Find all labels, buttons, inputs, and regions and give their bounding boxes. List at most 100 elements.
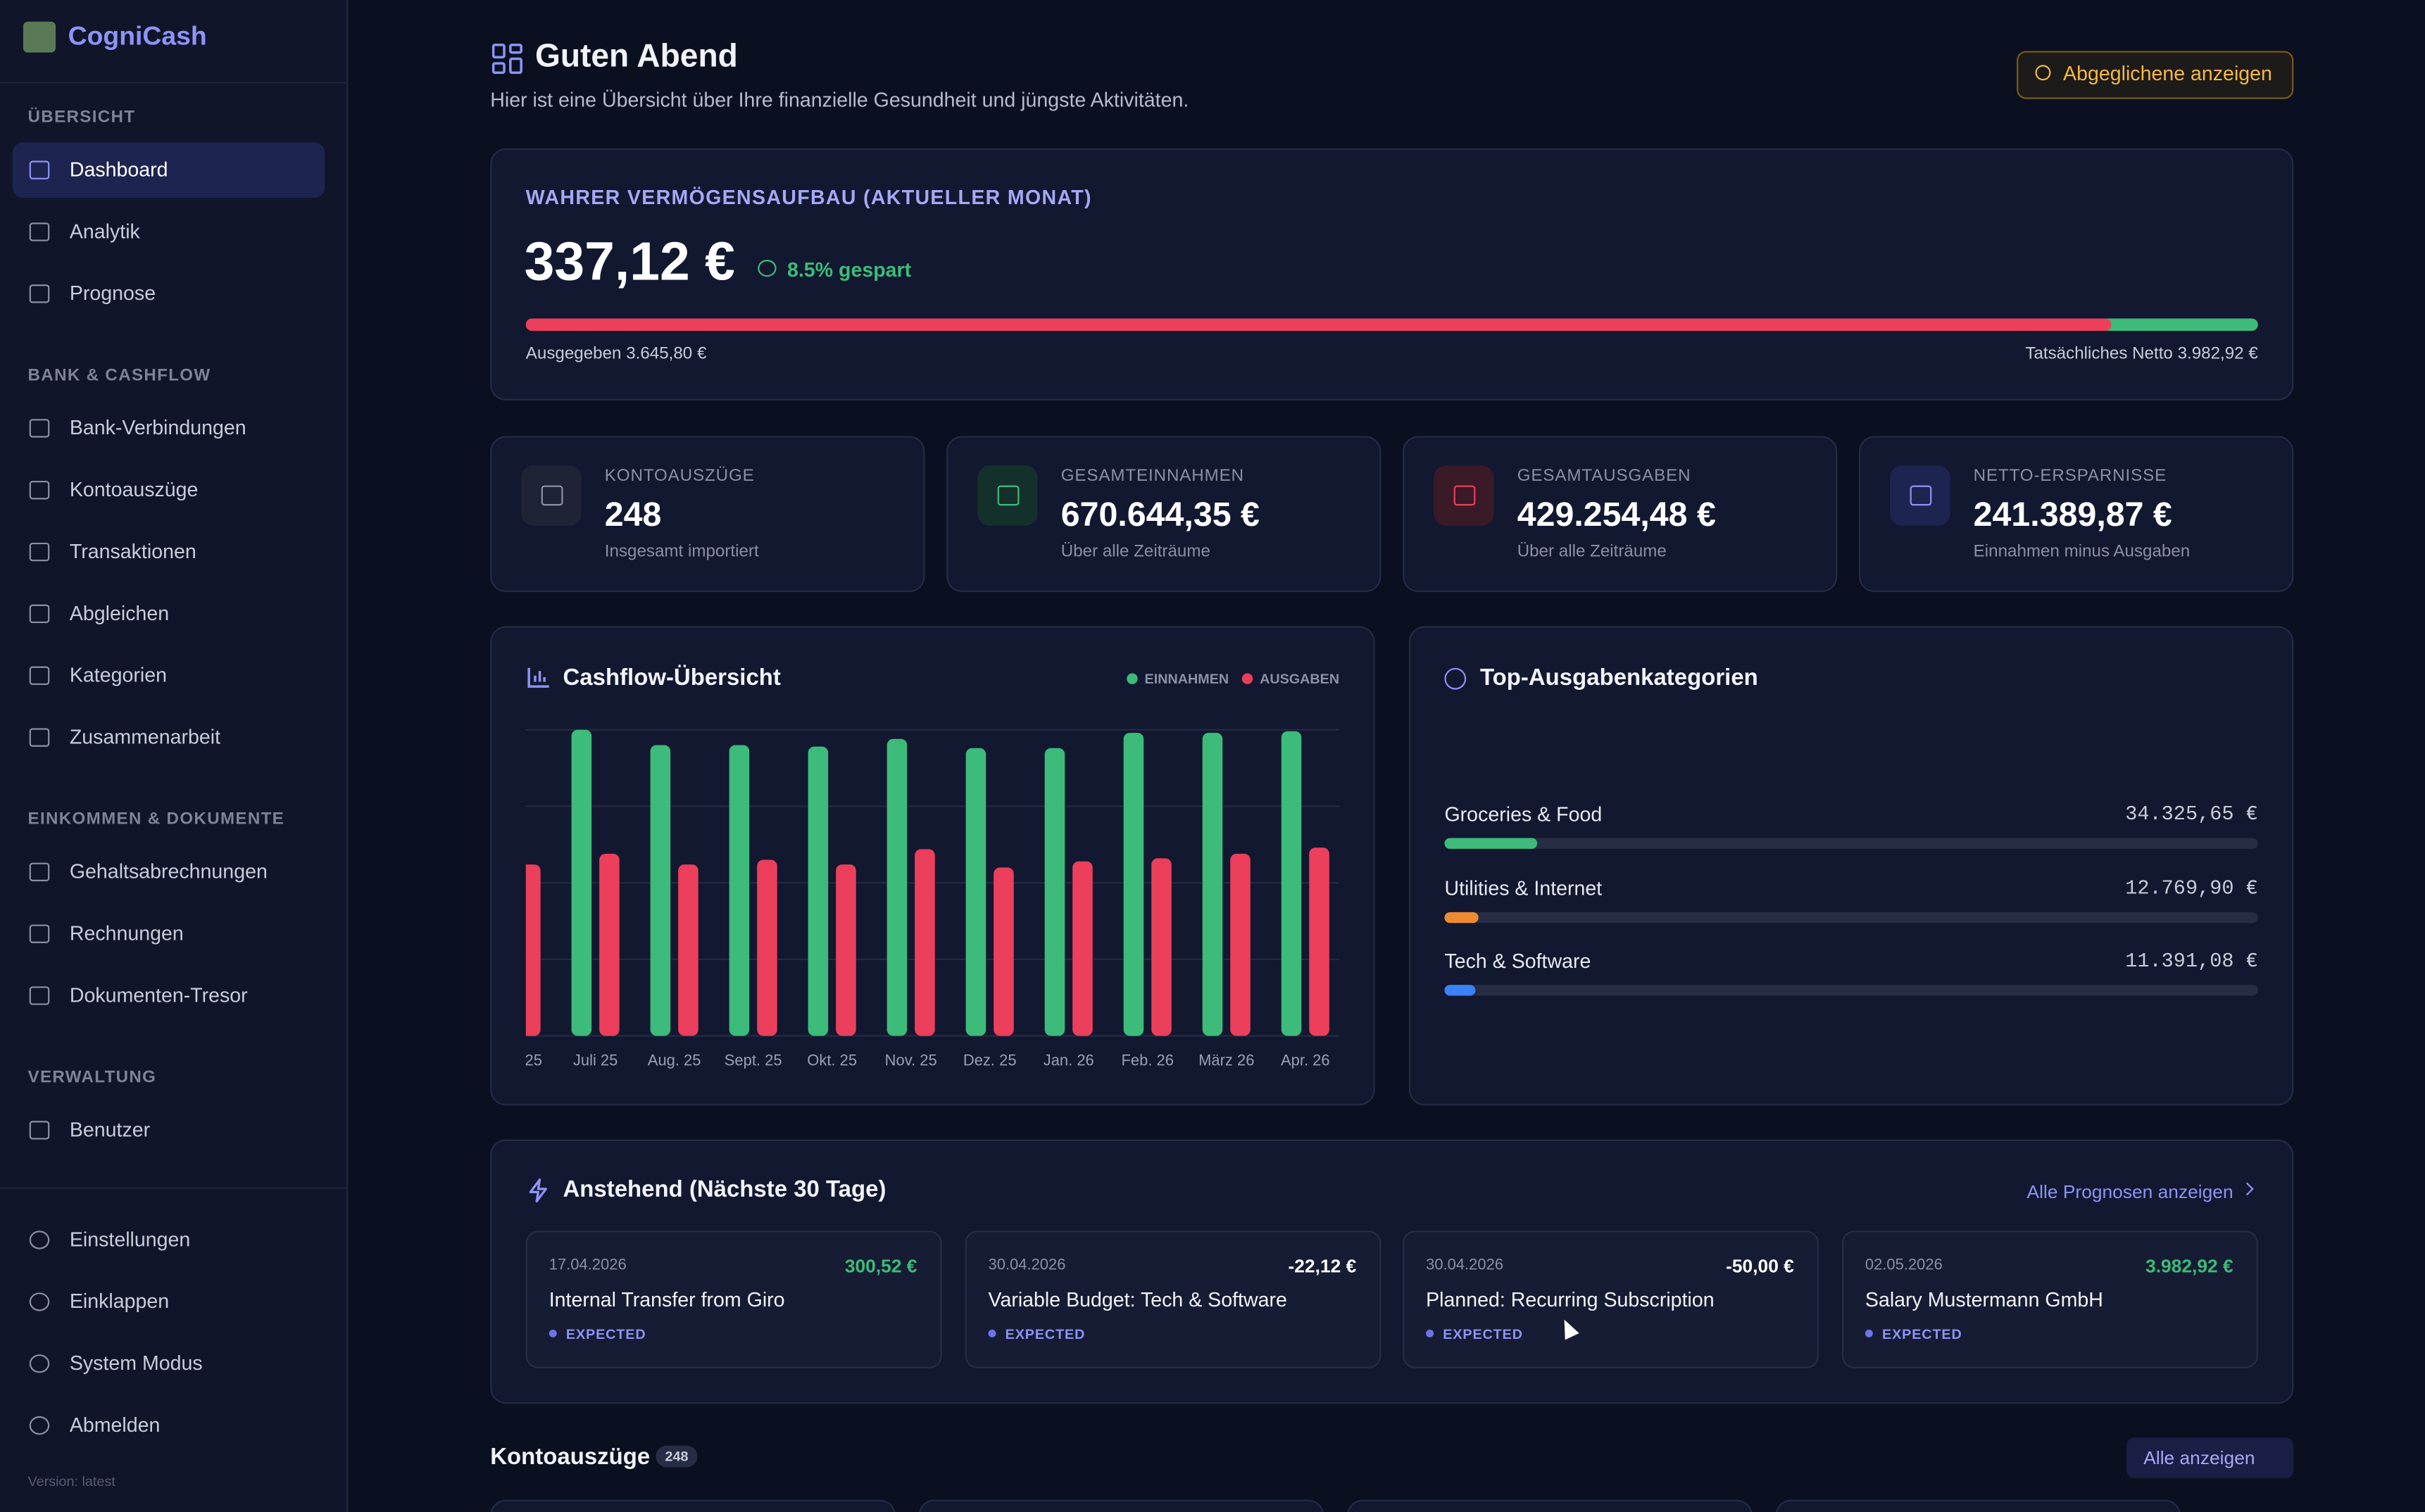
header-icon — [491, 43, 522, 74]
bar — [1151, 858, 1172, 1036]
wealth-title: WAHRER VERMÖGENSAUFBAU (AKTUELLER MONAT) — [525, 185, 1092, 209]
category-amount: 12.769,90 € — [2125, 876, 2258, 900]
nav-item[interactable]: Analytik — [69, 219, 140, 243]
nav-item[interactable]: Einklappen — [69, 1289, 170, 1313]
nav-icon — [29, 1121, 50, 1140]
sidebar-divider — [0, 82, 349, 84]
nav-icon — [29, 666, 50, 686]
upcoming-title: Anstehend (Nächste 30 Tage) — [563, 1176, 886, 1203]
stat-icon — [521, 465, 582, 526]
bar — [1202, 733, 1223, 1036]
nav-icon — [29, 542, 50, 562]
statement-card[interactable] — [490, 1499, 896, 1512]
stat-sub: Über alle Zeiträume — [1060, 542, 1210, 562]
x-tick-label: Juli 25 — [573, 1051, 618, 1069]
stat-sub: Über alle Zeiträume — [1517, 542, 1667, 562]
nav-item[interactable]: Rechnungen — [69, 921, 184, 945]
nav-item[interactable]: Kontoauszüge — [69, 477, 199, 501]
x-tick-label: März 26 — [1198, 1051, 1254, 1069]
statement-card[interactable] — [1775, 1499, 2181, 1512]
nav-item[interactable]: Gehaltsabrechnungen — [69, 859, 268, 883]
category-amount: 34.325,65 € — [2125, 802, 2258, 826]
bars — [525, 729, 1329, 1036]
x-tick-label: Aug. 25 — [648, 1051, 701, 1069]
cashflow-title: Cashflow-Übersicht — [563, 664, 781, 691]
nav-icon — [29, 604, 50, 624]
nav-item[interactable]: Abgleichen — [69, 601, 170, 625]
bar — [1072, 861, 1093, 1036]
upcoming-link[interactable]: Alle Prognosen anzeigen — [2026, 1181, 2233, 1203]
statements-link[interactable] — [2126, 1437, 2294, 1478]
bar — [599, 853, 620, 1036]
status-dot — [1426, 1329, 1434, 1337]
nav-section-title: EINKOMMEN & DOKUMENTE — [27, 809, 285, 829]
nav-item[interactable]: Benutzer — [69, 1118, 151, 1141]
bar — [965, 748, 986, 1036]
nav-item[interactable]: System Modus — [69, 1351, 203, 1375]
stat-label: NETTO-ERSPARNISSE — [1973, 467, 2167, 486]
upcoming-title: Salary Mustermann GmbH — [1865, 1287, 2103, 1311]
x-tick-label: Nov. 25 — [885, 1051, 937, 1069]
nav-icon — [29, 986, 50, 1005]
spent-label: Ausgegeben 3.645,80 € — [525, 344, 707, 364]
upcoming-title: Internal Transfer from Giro — [549, 1287, 785, 1311]
nav-section-title: VERWALTUNG — [27, 1068, 157, 1088]
bar — [1044, 748, 1065, 1036]
upcoming-item[interactable] — [965, 1230, 1381, 1368]
reconciled-button-label[interactable]: Abgeglichene anzeigen — [2063, 61, 2272, 85]
x-tick-label: 25 — [525, 1051, 542, 1069]
nav-active-bg[interactable] — [12, 142, 325, 199]
category-name: Groceries & Food — [1444, 802, 1603, 826]
nav-item[interactable]: Dashboard — [69, 158, 168, 181]
stat-icon-glyph — [997, 485, 1020, 506]
reconciled-button[interactable] — [2017, 51, 2294, 99]
status-dot — [988, 1329, 996, 1337]
stat-icon-glyph — [1910, 485, 1932, 506]
stat-value: 429.254,48 € — [1517, 494, 1716, 534]
upcoming-item[interactable] — [1841, 1230, 2258, 1368]
bar — [994, 867, 1014, 1036]
version: Version: latest — [27, 1473, 115, 1489]
upcoming-item[interactable] — [525, 1230, 942, 1368]
bar — [836, 864, 856, 1036]
nav-item[interactable]: Zusammenarbeit — [69, 725, 221, 749]
category-track — [1444, 911, 2258, 923]
bar — [757, 859, 777, 1036]
category-track — [1444, 838, 2258, 849]
nav-item[interactable]: Transaktionen — [69, 539, 196, 563]
nav-item[interactable]: Prognose — [69, 281, 156, 305]
category-amount: 11.391,08 € — [2125, 949, 2258, 973]
status-dot — [1865, 1329, 1873, 1337]
nav-icon — [29, 1354, 50, 1373]
nav-icon — [29, 728, 50, 747]
nav-icon — [29, 924, 50, 943]
stat-icon — [977, 465, 1038, 526]
nav-item[interactable]: Dokumenten-Tresor — [69, 983, 248, 1007]
nav-icon — [29, 222, 50, 241]
categories-title: Top-Ausgabenkategorien — [1479, 664, 1758, 691]
bar — [525, 864, 541, 1036]
nav-item[interactable]: Abmelden — [69, 1413, 161, 1437]
wealth-bar-spent — [525, 318, 2112, 332]
bar — [1281, 731, 1302, 1036]
upcoming-date: 02.05.2026 — [1865, 1256, 1943, 1274]
nav-section-title: BANK & CASHFLOW — [27, 366, 211, 385]
statements-link-label[interactable]: Alle anzeigen — [2143, 1447, 2255, 1469]
statement-card[interactable] — [918, 1499, 1324, 1512]
nav-icon — [29, 1292, 50, 1311]
nav-item[interactable]: Einstellungen — [69, 1227, 191, 1251]
nav-item[interactable]: Bank-Verbindungen — [69, 415, 246, 439]
wealth-amount: 337,12 € — [524, 232, 735, 293]
legend-swatch — [1127, 673, 1138, 684]
x-tick-label: Okt. 25 — [807, 1051, 857, 1069]
category-track — [1444, 985, 2258, 996]
stat-icon-glyph — [1453, 485, 1476, 506]
bar — [571, 729, 592, 1036]
nav-icon — [29, 1416, 50, 1435]
upcoming-item[interactable] — [1403, 1230, 1819, 1368]
statement-card[interactable] — [1347, 1499, 1753, 1512]
nav-item[interactable]: Kategorien — [69, 663, 167, 687]
bar — [678, 864, 698, 1036]
category-bar — [1444, 838, 1538, 849]
